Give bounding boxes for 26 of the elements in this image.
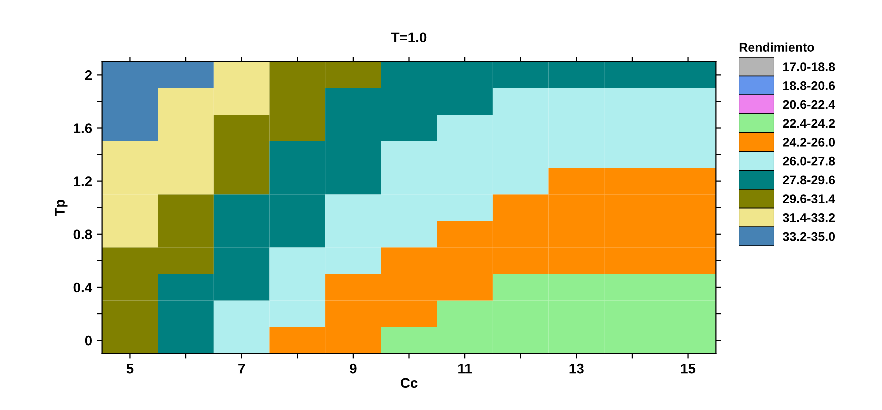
- color-bar-label: 29.6-31.4: [783, 194, 836, 204]
- y-tick-label: 0: [85, 336, 92, 346]
- y-tick-label: 0.4: [74, 282, 93, 293]
- x-tick-label: 15: [681, 364, 696, 374]
- color-bar-label: 20.6-22.4: [783, 100, 836, 110]
- color-bar-label: 33.2-35.0: [783, 232, 836, 242]
- x-axis-title: Cc: [400, 378, 418, 388]
- color-bar-label: 24.2-26.0: [783, 138, 836, 147]
- x-tick-label: 13: [570, 364, 584, 374]
- x-tick-label: 9: [350, 364, 357, 374]
- y-axis-title: Tp: [55, 200, 68, 216]
- y-tick-label: 1.6: [74, 124, 92, 134]
- color-bar-label: 27.8-29.6: [783, 176, 836, 185]
- color-bar-label: 26.0-27.8: [783, 156, 836, 166]
- chart-title: T=1.0: [391, 32, 427, 43]
- y-tick-label: 1.2: [74, 176, 92, 186]
- color-bar-label: 31.4-33.2: [783, 214, 836, 222]
- y-tick-label: 2: [85, 70, 92, 80]
- color-bar-label: 18.8-20.6: [784, 81, 836, 90]
- x-tick-label: 5: [126, 364, 134, 374]
- color-bar-label: 22.4-24.2: [783, 119, 836, 128]
- x-tick-label: 7: [238, 364, 246, 374]
- color-bar-title: Rendimiento: [740, 42, 814, 52]
- color-bar-label: 17.0-18.8: [784, 62, 836, 72]
- x-tick-label: 11: [458, 364, 472, 374]
- y-tick-label: 0.8: [74, 230, 92, 240]
